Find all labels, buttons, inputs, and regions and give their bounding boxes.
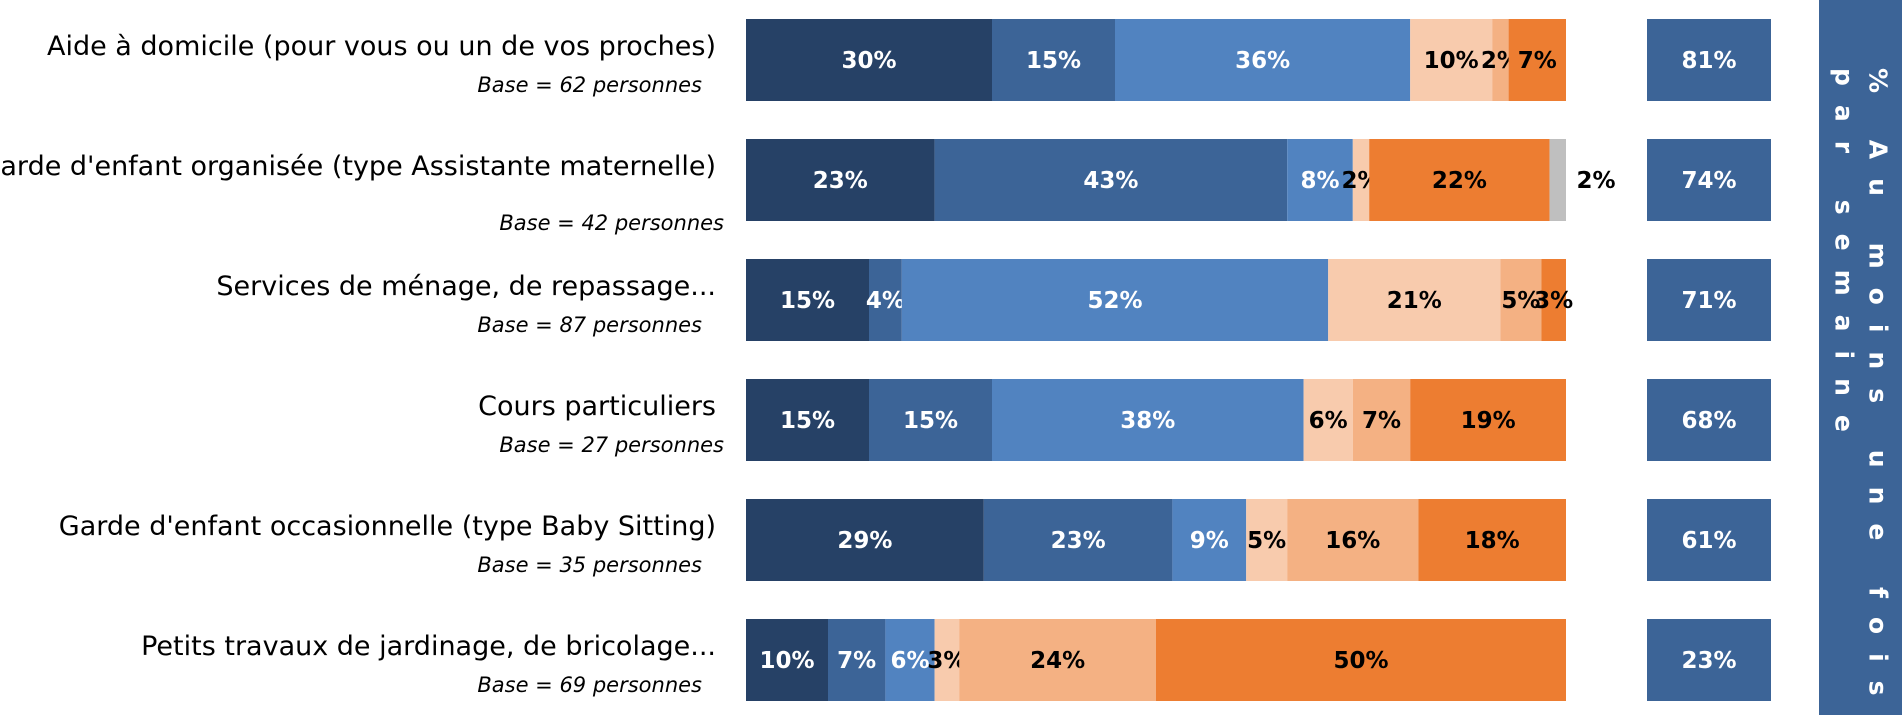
total-value-label: 68% bbox=[1681, 408, 1736, 434]
bar-segment bbox=[934, 139, 1288, 221]
segment-value-label: 5% bbox=[1501, 288, 1540, 314]
bar-segment bbox=[1115, 19, 1411, 101]
bar-segment bbox=[1549, 139, 1566, 221]
bar-segment bbox=[934, 619, 960, 701]
total-value-label: 71% bbox=[1681, 288, 1736, 314]
segment-value-label: 7% bbox=[1362, 408, 1401, 434]
side-panel: % Au moins une fois par semaine bbox=[1819, 0, 1902, 715]
total-box bbox=[1647, 379, 1771, 461]
side-panel-title: % Au moins une fois par semaine bbox=[1829, 68, 1893, 715]
bar-segment bbox=[869, 259, 902, 341]
segment-value-label: 10% bbox=[1424, 48, 1479, 74]
segment-value-label: 23% bbox=[1051, 528, 1106, 554]
bar-segment bbox=[746, 259, 869, 341]
bar-segment bbox=[1328, 259, 1501, 341]
segment-value-label: 29% bbox=[837, 528, 892, 554]
bar-segment bbox=[1410, 19, 1493, 101]
category-label: Garde d'enfant organisée (type Assistant… bbox=[0, 151, 716, 182]
bar-segment bbox=[746, 379, 869, 461]
category-label: Cours particuliers bbox=[478, 391, 716, 422]
bar-segment bbox=[1541, 259, 1566, 341]
bar-segment bbox=[901, 259, 1329, 341]
segment-value-label: 15% bbox=[780, 408, 835, 434]
category-label: Garde d'enfant occasionnelle (type Baby … bbox=[59, 511, 716, 542]
base-label: Base = 35 personnes bbox=[477, 553, 702, 577]
category-label: Petits travaux de jardinage, de bricolag… bbox=[141, 631, 716, 662]
total-box bbox=[1647, 139, 1771, 221]
segment-value-label: 15% bbox=[903, 408, 958, 434]
segment-value-label: 36% bbox=[1235, 48, 1290, 74]
bar-segment bbox=[992, 379, 1304, 461]
segment-value-label: 52% bbox=[1087, 288, 1142, 314]
segment-value-label: 30% bbox=[841, 48, 896, 74]
bar-segment bbox=[1418, 499, 1566, 581]
segment-value-label: 38% bbox=[1120, 408, 1175, 434]
base-label: Base = 69 personnes bbox=[477, 673, 702, 697]
segment-value-label: 15% bbox=[1026, 48, 1081, 74]
bar-segment bbox=[1410, 379, 1566, 461]
category-label: Aide à domicile (pour vous ou un de vos … bbox=[47, 31, 716, 62]
segment-value-label: 9% bbox=[1190, 528, 1229, 554]
segment-value-label: 15% bbox=[780, 288, 835, 314]
total-box bbox=[1647, 19, 1771, 101]
total-box bbox=[1647, 619, 1771, 701]
total-value-label: 74% bbox=[1681, 168, 1736, 194]
bar-segment bbox=[992, 19, 1115, 101]
segment-value-label: 6% bbox=[890, 648, 929, 674]
segment-value-label: 2% bbox=[1576, 168, 1615, 194]
bar-segment bbox=[1352, 379, 1411, 461]
segment-value-label: 3% bbox=[1534, 288, 1573, 314]
segment-value-label: 8% bbox=[1300, 168, 1339, 194]
bar-segment bbox=[1172, 499, 1247, 581]
bar-segment bbox=[1287, 139, 1353, 221]
segment-value-label: 23% bbox=[813, 168, 868, 194]
total-value-label: 81% bbox=[1681, 48, 1736, 74]
bar-segment bbox=[1500, 259, 1542, 341]
bar-segment bbox=[746, 139, 935, 221]
stacked-bar-chart: Aide à domicile (pour vous ou un de vos … bbox=[0, 19, 1771, 701]
bar-segment bbox=[1246, 499, 1288, 581]
base-label: Base = 87 personnes bbox=[477, 313, 702, 337]
segment-value-label: 50% bbox=[1333, 648, 1388, 674]
category-label: Services de ménage, de repassage... bbox=[216, 271, 716, 302]
bar-segment bbox=[885, 619, 935, 701]
segment-value-label: 16% bbox=[1325, 528, 1380, 554]
segment-value-label: 7% bbox=[1518, 48, 1557, 74]
bar-segment bbox=[746, 499, 984, 581]
segment-value-label: 6% bbox=[1309, 408, 1348, 434]
bar-segment bbox=[1508, 19, 1566, 101]
bar-segment bbox=[1369, 139, 1550, 221]
total-value-label: 61% bbox=[1681, 528, 1736, 554]
total-box bbox=[1647, 259, 1771, 341]
bar-segment bbox=[1287, 499, 1419, 581]
bar-segment bbox=[828, 619, 886, 701]
bar-segment bbox=[869, 379, 992, 461]
total-box bbox=[1647, 499, 1771, 581]
segment-value-label: 43% bbox=[1083, 168, 1138, 194]
bar-segment bbox=[1156, 619, 1566, 701]
segment-value-label: 5% bbox=[1247, 528, 1286, 554]
bar-segment bbox=[983, 499, 1173, 581]
base-label: Base = 27 personnes bbox=[499, 433, 724, 457]
segment-value-label: 18% bbox=[1465, 528, 1520, 554]
segment-value-label: 21% bbox=[1387, 288, 1442, 314]
segment-value-label: 19% bbox=[1461, 408, 1516, 434]
bar-segment bbox=[1303, 379, 1353, 461]
segment-value-label: 7% bbox=[837, 648, 876, 674]
bar-segment bbox=[746, 19, 992, 101]
base-label: Base = 42 personnes bbox=[499, 211, 724, 235]
bar-segment bbox=[1492, 19, 1509, 101]
bar-segment bbox=[746, 619, 828, 701]
bar-segment bbox=[1352, 139, 1370, 221]
bar-segment bbox=[959, 619, 1156, 701]
segment-value-label: 24% bbox=[1030, 648, 1085, 674]
segment-value-label: 10% bbox=[759, 648, 814, 674]
segment-value-label: 4% bbox=[866, 288, 905, 314]
base-label: Base = 62 personnes bbox=[477, 73, 702, 97]
segment-value-label: 22% bbox=[1432, 168, 1487, 194]
total-value-label: 23% bbox=[1681, 648, 1736, 674]
